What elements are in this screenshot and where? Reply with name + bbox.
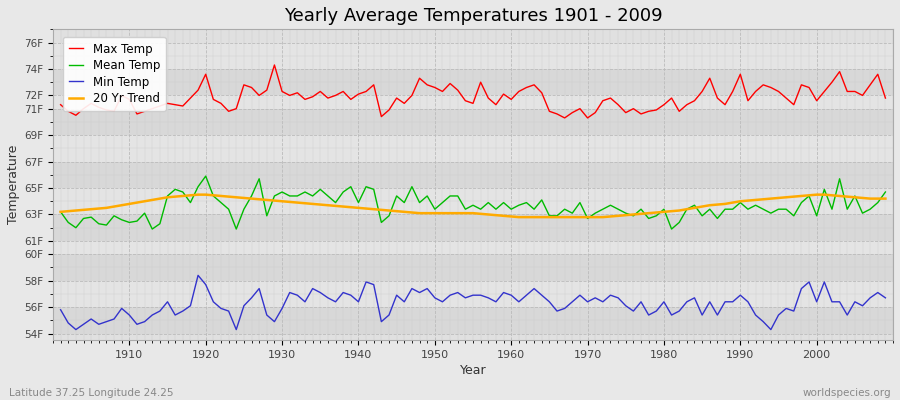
20 Yr Trend [613,214,624,218]
Max Temp [338,89,348,94]
Mean Temp [116,217,127,222]
Text: Latitude 37.25 Longitude 24.25: Latitude 37.25 Longitude 24.25 [9,388,174,398]
Line: Min Temp: Min Temp [60,275,886,330]
Mean Temp [613,207,624,212]
Min Temp [613,296,624,300]
Mean Temp [346,184,356,189]
Legend: Max Temp, Mean Temp, Min Temp, 20 Yr Trend: Max Temp, Mean Temp, Min Temp, 20 Yr Tre… [63,37,166,111]
Max Temp [513,89,524,94]
Min Temp [193,273,203,278]
Max Temp [559,116,570,120]
Bar [53,96,893,109]
Max Temp [506,97,517,102]
Min Temp [346,293,356,298]
Min Temp [880,296,891,300]
Bar [53,135,893,162]
20 Yr Trend [55,210,66,214]
Line: Max Temp: Max Temp [60,65,886,118]
Bar [53,307,893,334]
Text: worldspecies.org: worldspecies.org [803,388,891,398]
Min Temp [124,313,135,318]
Line: 20 Yr Trend: 20 Yr Trend [60,195,886,217]
Line: Mean Temp: Mean Temp [60,176,886,229]
20 Yr Trend [513,215,524,220]
Min Temp [521,293,532,298]
Min Temp [300,300,310,304]
20 Yr Trend [521,215,532,220]
Bar [53,241,893,254]
Max Temp [269,62,280,67]
Title: Yearly Average Temperatures 1901 - 2009: Yearly Average Temperatures 1901 - 2009 [284,7,662,25]
Bar [53,109,893,135]
Mean Temp [300,190,310,194]
Max Temp [880,96,891,100]
X-axis label: Year: Year [460,364,486,377]
20 Yr Trend [338,204,348,209]
Mean Temp [521,200,532,205]
20 Yr Trend [292,200,302,205]
Mean Temp [201,174,212,178]
Mean Temp [147,227,158,232]
Max Temp [613,102,624,107]
Bar [53,162,893,188]
Min Temp [70,327,81,332]
20 Yr Trend [880,196,891,201]
Max Temp [55,102,66,107]
Min Temp [55,307,66,312]
20 Yr Trend [506,214,517,219]
Y-axis label: Temperature: Temperature [7,145,20,224]
20 Yr Trend [193,192,203,197]
Bar [53,69,893,96]
Bar [53,254,893,281]
20 Yr Trend [116,203,127,208]
Mean Temp [55,210,66,214]
Max Temp [116,93,127,98]
Bar [53,42,893,69]
Min Temp [513,300,524,304]
Bar [53,188,893,214]
Bar [53,281,893,307]
Max Temp [292,90,302,95]
Mean Temp [880,190,891,194]
Mean Temp [513,203,524,208]
Bar [53,214,893,241]
